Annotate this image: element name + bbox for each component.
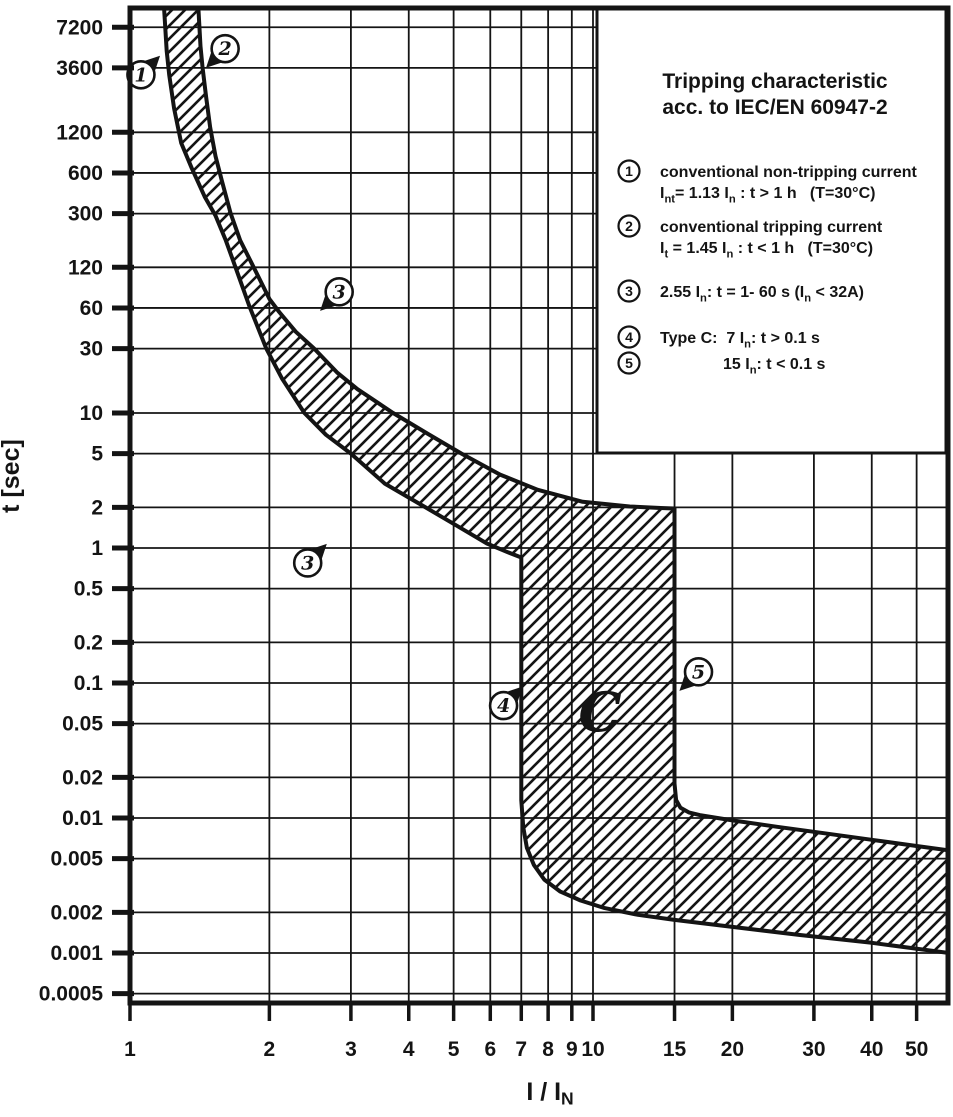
legend-title-line2: acc. to IEC/EN 60947-2 bbox=[662, 96, 887, 119]
marker-number: 2 bbox=[218, 38, 232, 60]
legend-item-2: 2 conventional tripping current It = 1.45 … bbox=[617, 214, 883, 261]
x-tick-label: 3 bbox=[345, 1038, 357, 1061]
y-tick-label: 0.5 bbox=[74, 578, 104, 601]
curve-class-label: C bbox=[579, 680, 622, 744]
y-tick-label: 0.05 bbox=[62, 713, 103, 736]
marker-number: 5 bbox=[692, 661, 705, 683]
x-tick-label: 9 bbox=[566, 1038, 578, 1061]
y-tick-label: 0.001 bbox=[50, 942, 103, 965]
x-tick-label: 15 bbox=[663, 1038, 687, 1061]
x-tick-label: 6 bbox=[484, 1038, 496, 1061]
legend-item-number: 4 bbox=[625, 329, 633, 345]
marker-5-5: 5 bbox=[679, 657, 714, 691]
y-tick-label: 7200 bbox=[56, 16, 103, 39]
legend-item-number: 1 bbox=[625, 163, 633, 179]
y-tick-label: 10 bbox=[80, 402, 103, 425]
x-tick-label: 40 bbox=[860, 1038, 883, 1061]
legend-item-number-circle bbox=[617, 159, 641, 183]
tripping-band bbox=[162, 8, 948, 955]
marker-circle bbox=[488, 690, 519, 721]
x-tick-labels: 1 2 3 4 5 6 7 8 9 10 15 20 30 40 50 bbox=[124, 1038, 928, 1061]
marker-1-0: 1 bbox=[126, 55, 161, 90]
x-axis-title: I / IN bbox=[526, 1078, 573, 1109]
marker-pointer-icon bbox=[679, 673, 697, 691]
y-tick-label: 120 bbox=[68, 256, 103, 279]
legend-item-number: 3 bbox=[625, 283, 633, 299]
marker-number: 4 bbox=[497, 695, 510, 717]
legend-item-text: Int= 1.13 In : t > 1 h (T=30°C) bbox=[660, 185, 875, 206]
y-tick-label: 3600 bbox=[56, 57, 103, 80]
x-tick-label: 10 bbox=[581, 1038, 604, 1061]
marker-circle bbox=[683, 657, 714, 687]
marker-4-4: 4 bbox=[488, 686, 523, 721]
legend-item-3: 3 2.55 In: t = 1- 60 s (In < 32A) bbox=[617, 279, 864, 305]
marker-number: 1 bbox=[134, 64, 147, 86]
legend-box bbox=[595, 7, 948, 455]
y-tick-label: 300 bbox=[68, 203, 103, 226]
marker-pointer-icon bbox=[143, 55, 161, 73]
marker-2-1: 2 bbox=[206, 33, 240, 68]
tripping-band-region bbox=[162, 8, 948, 955]
x-tick-label: 5 bbox=[448, 1038, 460, 1061]
x-tick-label: 50 bbox=[905, 1038, 928, 1061]
legend-item-number: 2 bbox=[625, 218, 633, 234]
x-tick-label: 30 bbox=[802, 1038, 825, 1061]
marker-circle bbox=[292, 548, 323, 578]
y-tick-label: 0.01 bbox=[62, 807, 103, 830]
y-axis-title: t [sec] bbox=[0, 439, 25, 513]
marker-circle bbox=[324, 277, 354, 307]
y-tick-labels: 7200 3600 1200 600 300 120 60 30 10 5 2 1 0.5 0.2 0.1 0… bbox=[39, 16, 104, 1005]
y-tick-label: 60 bbox=[80, 297, 103, 320]
legend-item-text: conventional tripping current bbox=[660, 219, 883, 236]
x-tick-label: 20 bbox=[721, 1038, 744, 1061]
y-tick-label: 0.005 bbox=[50, 848, 103, 871]
legend-item-text: 2.55 In: t = 1- 60 s (In < 32A) bbox=[660, 284, 864, 305]
legend-item-text: Type C: 7 In: t > 0.1 s bbox=[660, 330, 820, 351]
legend-item-text: It = 1.45 In : t < 1 h (T=30°C) bbox=[660, 240, 873, 261]
legend-item-number-circle bbox=[617, 214, 641, 238]
axis-ticks bbox=[112, 24, 919, 1021]
legend-item-5: 5 15 In: t < 0.1 s bbox=[617, 351, 826, 377]
y-tick-label: 0.02 bbox=[62, 766, 103, 789]
y-tick-label: 1 bbox=[91, 537, 103, 560]
x-tick-label: 4 bbox=[403, 1038, 415, 1061]
y-tick-label: 0.002 bbox=[50, 901, 103, 924]
x-tick-label: 7 bbox=[515, 1038, 527, 1061]
legend-item-number-circle bbox=[617, 325, 641, 349]
legend-item-text: conventional non-tripping current bbox=[660, 164, 918, 181]
y-tick-label: 0.0005 bbox=[39, 983, 104, 1006]
marker-pointer-icon bbox=[309, 543, 327, 561]
curve-markers: 1 2 3 3 4 5 bbox=[126, 33, 714, 721]
marker-number: 3 bbox=[301, 552, 314, 574]
legend-title-line1: Tripping characteristic bbox=[662, 70, 888, 93]
legend-item-number-circle bbox=[617, 279, 641, 303]
marker-pointer-icon bbox=[505, 686, 523, 704]
x-tick-label: 8 bbox=[542, 1038, 554, 1061]
marker-circle bbox=[210, 33, 240, 64]
marker-3-2: 3 bbox=[320, 277, 354, 311]
legend-item-number: 5 bbox=[625, 355, 633, 371]
marker-pointer-icon bbox=[320, 293, 338, 311]
y-tick-label: 2 bbox=[91, 496, 103, 519]
y-tick-label: 0.2 bbox=[74, 631, 103, 654]
marker-circle bbox=[126, 60, 156, 90]
x-tick-label: 1 bbox=[124, 1038, 136, 1061]
y-tick-label: 1200 bbox=[56, 121, 103, 144]
x-tick-label: 2 bbox=[264, 1038, 276, 1061]
y-tick-label: 600 bbox=[68, 162, 103, 185]
marker-3-3: 3 bbox=[292, 543, 327, 578]
legend-item-1: 1 conventional non-tripping current Int= 1… bbox=[617, 159, 918, 206]
y-tick-label: 5 bbox=[91, 443, 103, 466]
y-tick-label: 30 bbox=[80, 338, 103, 361]
marker-pointer-icon bbox=[206, 50, 224, 68]
legend-item-text: 15 In: t < 0.1 s bbox=[723, 356, 826, 377]
y-tick-label: 0.1 bbox=[74, 672, 104, 695]
legend-items: 1 conventional non-tripping current Int= 1… bbox=[617, 159, 918, 377]
legend-item-number-circle bbox=[617, 351, 641, 375]
legend-item-4: 4 Type C: 7 In: t > 0.1 s bbox=[617, 325, 820, 351]
marker-number: 3 bbox=[333, 281, 346, 303]
legend-box-border bbox=[595, 7, 948, 455]
